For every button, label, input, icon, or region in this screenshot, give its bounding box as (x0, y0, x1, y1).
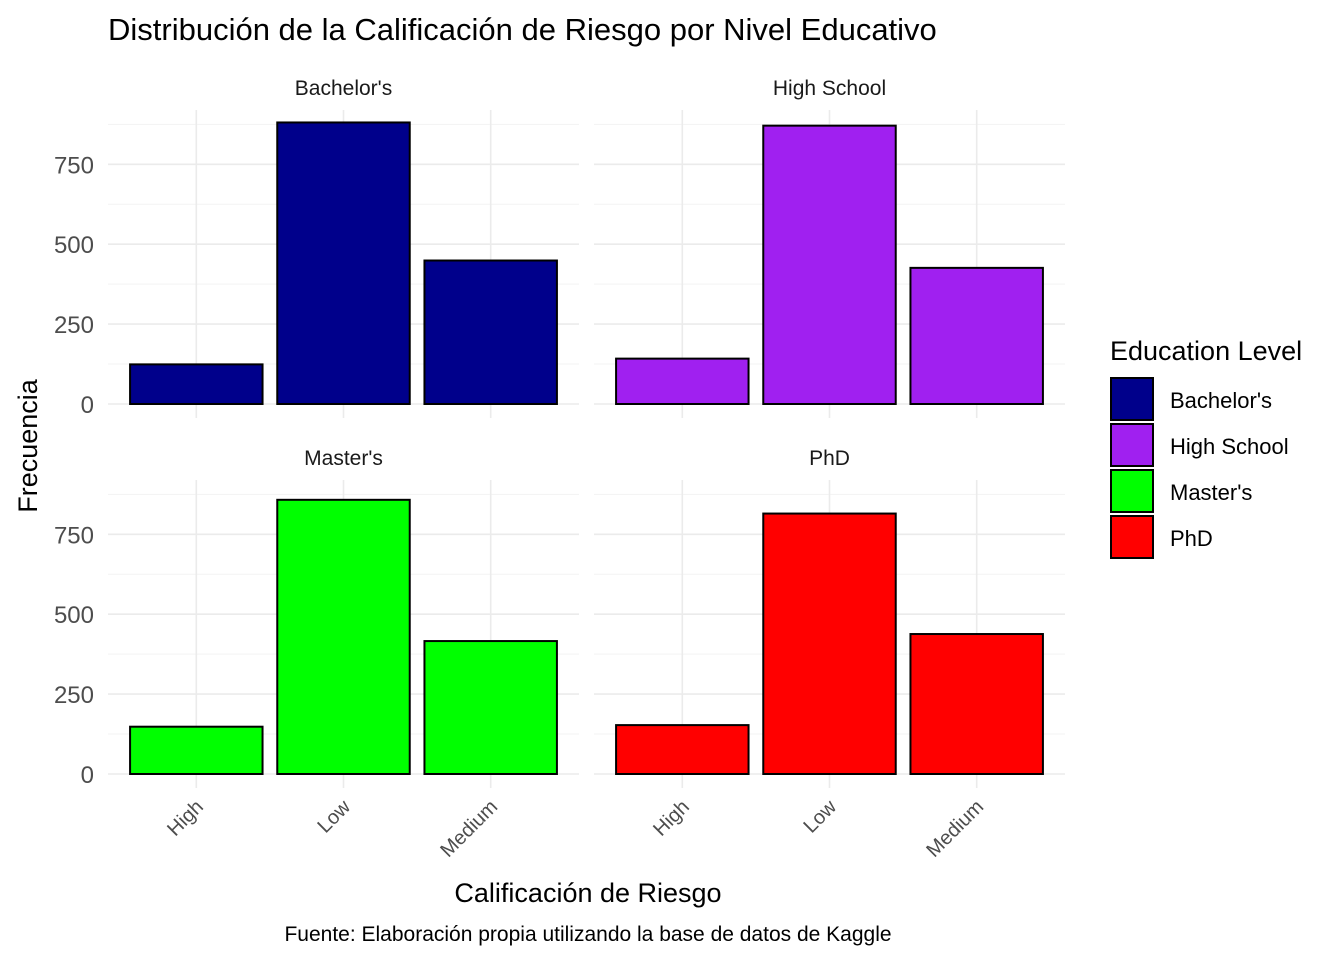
legend-label-phd: PhD (1170, 526, 1213, 551)
bar-master-s-low (276, 498, 411, 775)
panel-bachelor-s: Bachelor's 0 250 500 750 (54, 77, 579, 419)
legend-key-phd (1110, 515, 1154, 559)
panels: Bachelor's 0 250 500 750 High School Master's 0… (54, 77, 1065, 862)
panel-high-school: High School (594, 77, 1065, 418)
panel-phd: PhD High Low Medium (594, 447, 1065, 862)
bar-phd-high (615, 724, 750, 775)
bar-master-s-medium (423, 640, 558, 775)
y-tick-label: 500 (54, 232, 94, 259)
x-tick-label: Medium (922, 796, 988, 862)
x-tick-label: Low (800, 796, 842, 838)
y-tick-label: 250 (54, 312, 94, 339)
bar-bachelor-s-high (129, 363, 264, 405)
legend-label-master-s: Master's (1170, 480, 1252, 505)
bar-phd-low (762, 512, 897, 775)
legend-label-bachelor-s: Bachelor's (1170, 388, 1272, 413)
y-tick-label: 250 (54, 682, 94, 709)
bar-high-school-high (615, 357, 750, 405)
y-axis-title: Frecuencia (13, 378, 43, 513)
bar-bachelor-s-medium (423, 259, 558, 406)
bar-bachelor-s-low (276, 121, 411, 405)
x-tick-label: Low (314, 796, 356, 838)
y-tick-label: 500 (54, 602, 94, 629)
facet-label-high-school: High School (773, 77, 886, 100)
bar-high-school-medium (909, 266, 1044, 405)
y-tick-label: 0 (81, 392, 94, 419)
facet-label-phd: PhD (809, 447, 850, 470)
bar-master-s-high (129, 725, 264, 775)
legend: Education Level Bachelor's High School Mas… (1110, 336, 1302, 559)
legend-key-master-s (1110, 469, 1154, 513)
y-tick-label: 0 (81, 762, 94, 789)
facet-label-bachelor-s: Bachelor's (295, 77, 392, 100)
legend-key-high-school (1110, 423, 1154, 467)
y-tick-label: 750 (54, 522, 94, 549)
panel-master-s: Master's 0 250 500 750 High Low Medium (54, 447, 579, 862)
x-tick-label: Medium (436, 796, 502, 862)
legend-label-high-school: High School (1170, 434, 1289, 459)
facet-label-master-s: Master's (304, 447, 383, 470)
bar-phd-medium (909, 633, 1044, 776)
x-axis-title: Calificación de Riesgo (454, 878, 721, 908)
y-tick-label: 750 (54, 152, 94, 179)
bar-high-school-low (762, 124, 897, 406)
legend-key-bachelor-s (1110, 377, 1154, 421)
x-tick-label: High (163, 796, 208, 841)
x-tick-label: High (649, 796, 694, 841)
legend-title: Education Level (1110, 336, 1302, 366)
chart-title: Distribución de la Calificación de Riesg… (108, 12, 937, 47)
chart-caption: Fuente: Elaboración propia utilizando la… (284, 923, 891, 946)
